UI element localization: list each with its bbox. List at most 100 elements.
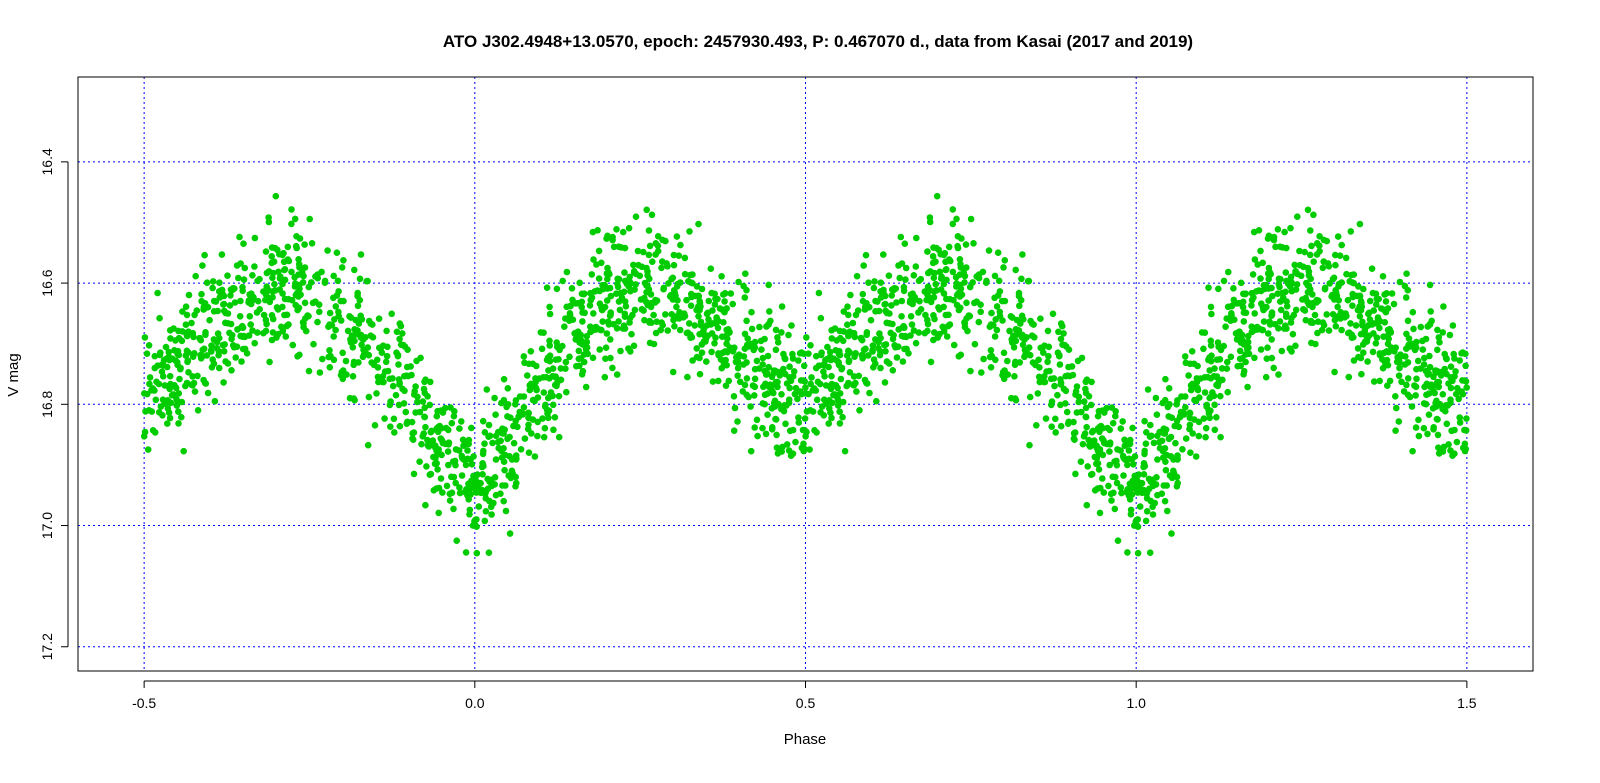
data-point-558: [256, 275, 263, 283]
data-point-500: [435, 423, 443, 431]
data-point-448: [376, 344, 383, 352]
data-point-2749: [1384, 382, 1391, 390]
data-point-598: [335, 288, 342, 295]
data-point-2075: [1413, 375, 1420, 383]
data-point-575: [412, 383, 419, 390]
data-point-677: [828, 372, 835, 380]
data-point-1123: [580, 290, 588, 298]
data-point-2386: [1422, 367, 1430, 375]
data-point-2457: [1440, 303, 1447, 310]
data-point-2772: [1213, 356, 1221, 364]
data-point-2026: [715, 351, 722, 359]
data-point-1589: [1037, 344, 1044, 352]
data-point-1143: [485, 421, 493, 429]
data-point-2742: [1373, 295, 1381, 303]
data-point-540: [233, 262, 241, 269]
data-point-1893: [877, 348, 884, 355]
data-point-551: [435, 509, 443, 517]
data-point-781: [629, 311, 636, 319]
data-point-2313: [1160, 482, 1168, 489]
data-point-592: [174, 361, 181, 369]
data-point-2013: [1036, 364, 1043, 371]
data-point-2673: [1463, 415, 1470, 422]
data-point-2735: [1283, 303, 1291, 310]
data-point-914: [643, 206, 650, 214]
data-point-2452: [1161, 396, 1169, 404]
data-point-2655: [1143, 495, 1151, 502]
data-point-591: [312, 273, 319, 280]
data-point-2557: [1141, 462, 1149, 470]
data-point-1556: [1099, 475, 1106, 482]
data-point-1776: [525, 360, 533, 368]
data-point-1270: [1034, 390, 1042, 397]
data-point-2289: [1230, 285, 1237, 292]
data-point-1301: [709, 378, 717, 385]
data-point-2348: [1419, 346, 1427, 353]
data-point-439: [196, 335, 203, 342]
data-point-1752: [1037, 315, 1044, 323]
data-point-2411: [1162, 458, 1169, 466]
data-point-1042: [1001, 257, 1009, 264]
data-point-545: [456, 425, 463, 432]
data-point-795: [631, 286, 638, 293]
data-point-2799: [1177, 408, 1185, 416]
data-point-1800: [574, 328, 582, 336]
data-point-2513: [1179, 446, 1186, 453]
data-point-435: [456, 489, 464, 497]
data-point-2494: [1168, 530, 1175, 537]
data-point-2527: [1308, 339, 1315, 347]
data-point-2182: [1213, 414, 1220, 421]
data-point-2733: [1405, 335, 1413, 342]
data-point-2623: [1365, 322, 1372, 329]
data-point-1447: [549, 401, 557, 409]
data-point-585: [216, 294, 223, 301]
data-point-2641: [1348, 334, 1356, 342]
data-point-2342: [1434, 346, 1441, 354]
data-point-1913: [562, 315, 569, 322]
data-point-496: [190, 333, 197, 341]
data-point-1394: [1082, 378, 1090, 386]
data-point-1708: [711, 290, 718, 298]
data-point-2069: [516, 408, 523, 416]
data-point-1115: [720, 291, 727, 298]
data-point-1889: [837, 375, 845, 383]
data-point-1991: [999, 371, 1006, 379]
data-point-603: [346, 394, 354, 402]
data-point-1309: [759, 424, 766, 432]
data-point-492: [316, 308, 323, 316]
data-point-2133: [1296, 247, 1303, 255]
data-point-1851: [606, 284, 614, 292]
data-point-926: [773, 431, 780, 439]
data-point-2428: [1329, 275, 1337, 283]
data-point-309: [388, 310, 396, 318]
data-point-1613: [1121, 456, 1129, 463]
data-point-571: [285, 295, 292, 303]
data-point-635: [468, 461, 476, 468]
data-point-1091: [568, 285, 576, 292]
data-point-2472: [1141, 450, 1148, 458]
data-point-1217: [1054, 349, 1062, 357]
data-point-637: [306, 215, 314, 223]
data-point-2700: [1358, 370, 1365, 378]
data-point-1667: [843, 382, 850, 390]
data-point-774: [632, 281, 639, 288]
data-point-356: [270, 258, 278, 266]
data-point-239: [236, 313, 244, 320]
data-point-1894: [528, 430, 535, 437]
data-point-1996: [892, 344, 899, 351]
data-point-2651: [1459, 444, 1467, 452]
data-point-2709: [1387, 329, 1395, 336]
data-point-1735: [901, 345, 908, 353]
data-point-1705: [849, 381, 857, 389]
data-point-408: [204, 389, 212, 397]
data-point-884: [695, 220, 702, 228]
data-point-1962: [771, 403, 779, 410]
data-point-2468: [1350, 271, 1358, 278]
data-point-2035: [761, 335, 768, 343]
data-point-1754: [546, 337, 553, 345]
data-point-1421: [1029, 359, 1037, 366]
data-point-606: [448, 489, 456, 497]
data-point-1255: [955, 306, 963, 314]
data-point-1629: [889, 367, 897, 374]
data-point-1973: [577, 335, 584, 343]
